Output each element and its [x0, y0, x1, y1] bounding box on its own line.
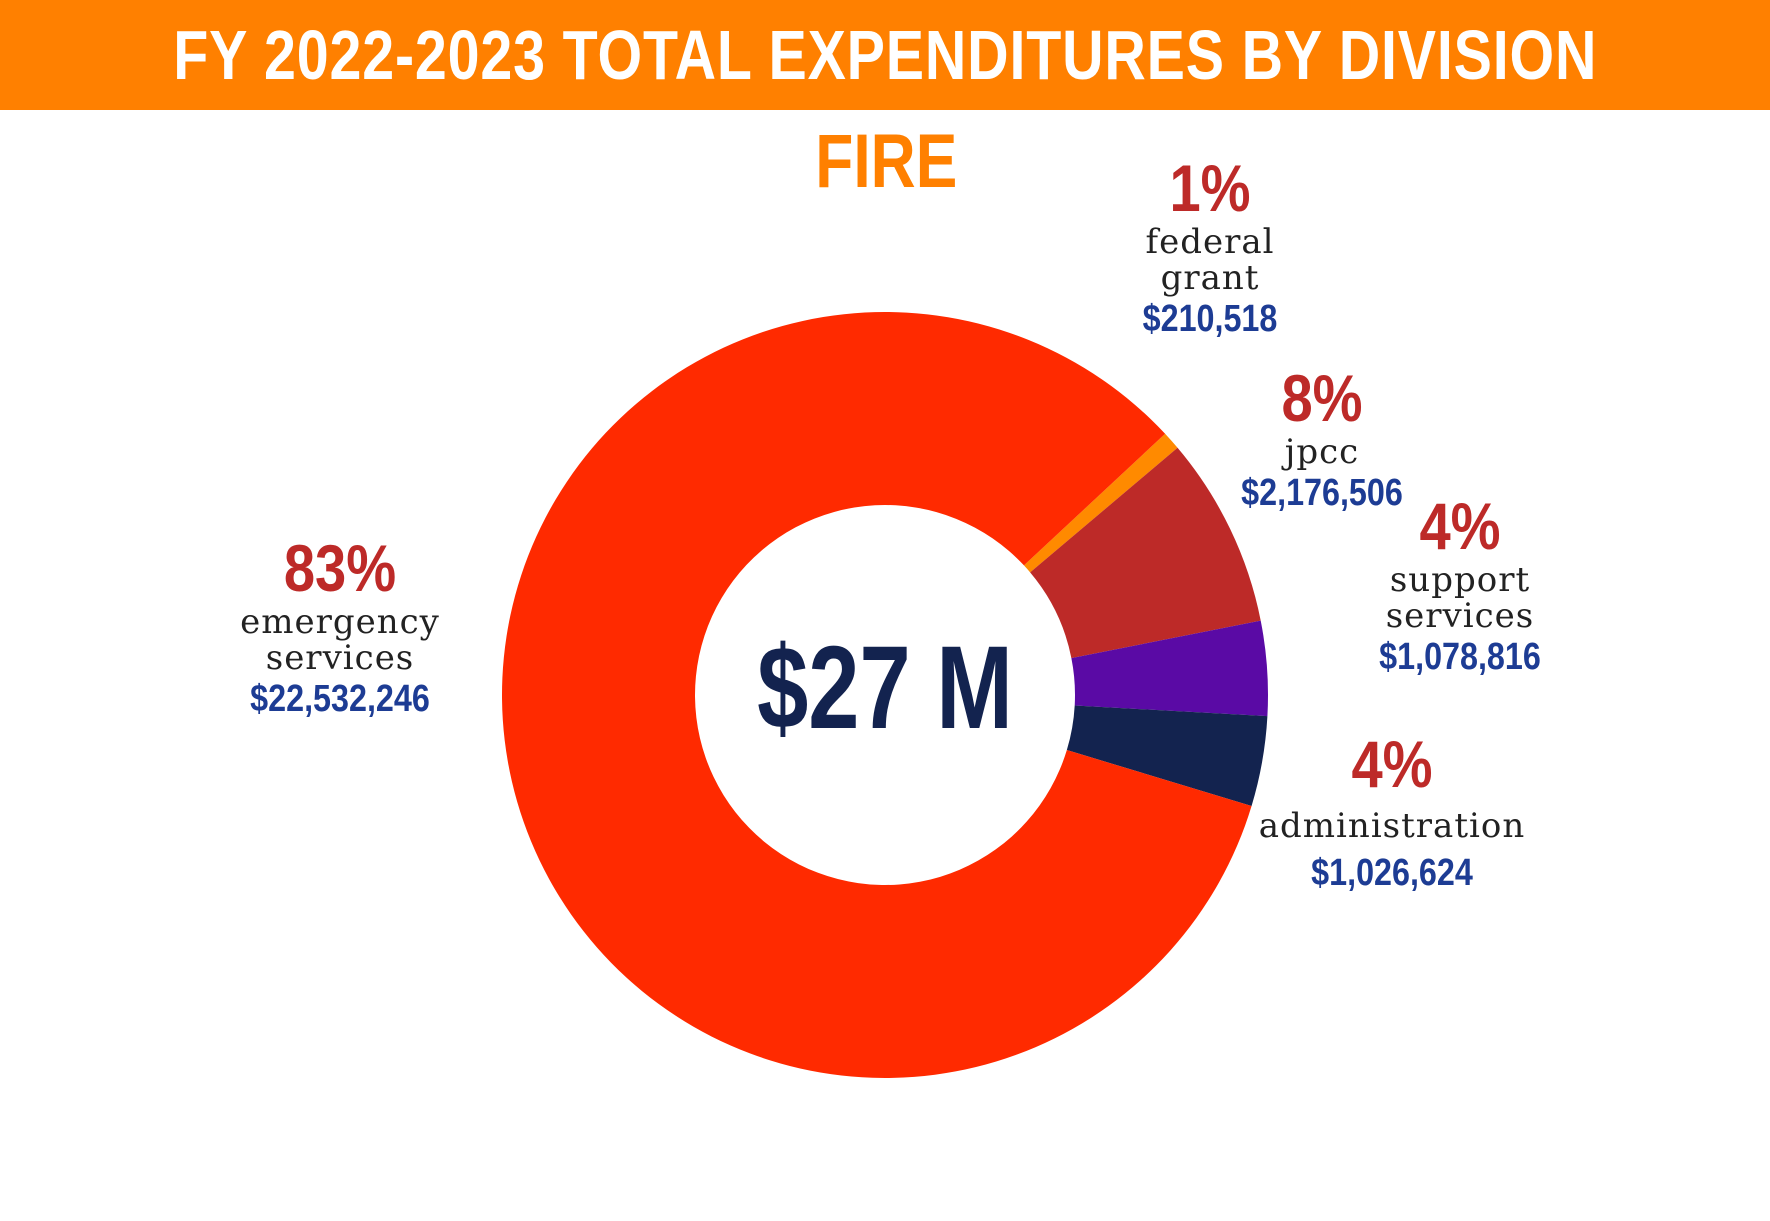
- category-name: administration: [1258, 806, 1526, 846]
- label-federal-grant: 1% federal grant $210,518: [1131, 152, 1290, 342]
- label-support-services: 4% support services $1,078,816: [1365, 490, 1555, 680]
- percent-label: 4%: [1351, 727, 1433, 801]
- chart-title: FY 2022-2023 TOTAL EXPENDITURES BY DIVIS…: [173, 16, 1597, 94]
- label-jpcc: 8% jpcc $2,176,506: [1227, 362, 1417, 516]
- percent-label: 4%: [1419, 489, 1501, 563]
- category-name: support: [1389, 560, 1531, 600]
- percent-label: 1%: [1169, 151, 1251, 225]
- slice-jpcc: [1030, 447, 1261, 659]
- category-name: federal: [1145, 222, 1275, 262]
- slice-federal: [1023, 433, 1178, 573]
- center-total-label: $27 M: [757, 622, 1013, 754]
- amount-label: $210,518: [1142, 298, 1278, 340]
- category-name: jpcc: [1284, 432, 1360, 472]
- label-emergency-services: 83% emergency services $22,532,246: [234, 532, 445, 722]
- percent-label: 83%: [283, 531, 397, 605]
- category-name: services: [1385, 596, 1535, 636]
- category-name: services: [265, 638, 415, 678]
- title-banner: FY 2022-2023 TOTAL EXPENDITURES BY DIVIS…: [0, 0, 1770, 110]
- slice-support: [1071, 620, 1269, 717]
- slice-emergency: [502, 311, 1252, 1078]
- category-name: grant: [1160, 258, 1260, 298]
- amount-label: $1,026,624: [1311, 852, 1473, 894]
- amount-label: $1,078,816: [1379, 636, 1541, 678]
- percent-label: 8%: [1281, 361, 1363, 435]
- amount-label: $2,176,506: [1241, 472, 1403, 514]
- chart-subtitle: FIRE: [815, 119, 958, 204]
- slice-admin: [1066, 705, 1268, 806]
- label-administration: 4% administration $1,026,624: [1259, 728, 1525, 896]
- category-name: emergency: [240, 602, 440, 642]
- amount-label: $22,532,246: [250, 678, 430, 720]
